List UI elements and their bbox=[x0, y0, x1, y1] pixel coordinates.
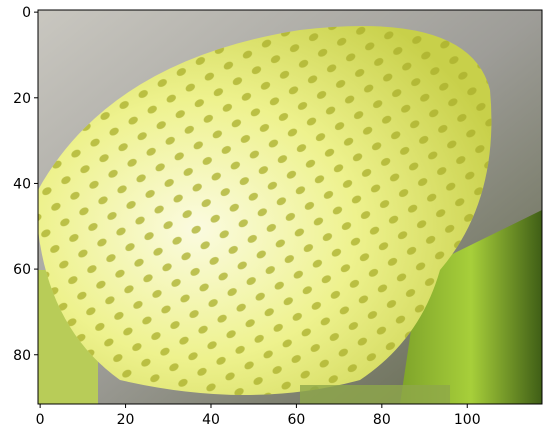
page: {"chart_data": {"type": "image", "xlim":… bbox=[0, 0, 543, 440]
x-tick-label: 80 bbox=[373, 412, 391, 428]
x-tick-label: 0 bbox=[36, 412, 45, 428]
y-tick-label: 80 bbox=[13, 348, 31, 364]
x-tick-label: 20 bbox=[117, 412, 135, 428]
x-tick-label: 100 bbox=[454, 412, 481, 428]
image bbox=[38, 10, 542, 404]
x-tick-label: 60 bbox=[287, 412, 305, 428]
y-tick-label: 40 bbox=[13, 176, 31, 192]
x-tick-label: 40 bbox=[202, 412, 220, 428]
y-tick-label: 0 bbox=[22, 5, 31, 21]
y-tick-label: 20 bbox=[13, 91, 31, 107]
chart: 0 20 40 60 80 100 0 20 40 60 80 bbox=[0, 0, 543, 436]
y-tick-label: 60 bbox=[13, 262, 31, 278]
